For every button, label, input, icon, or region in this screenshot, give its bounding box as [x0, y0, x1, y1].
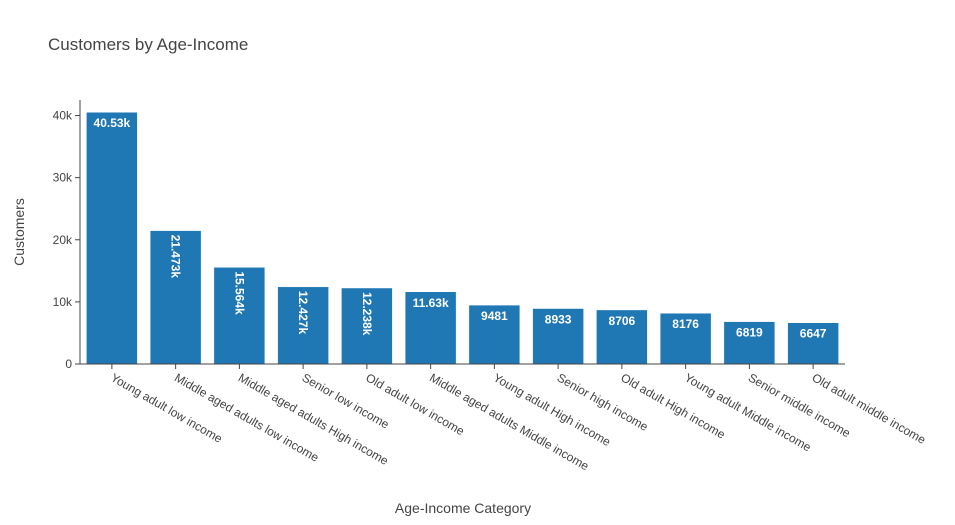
x-tick-label: Old adult High income: [618, 370, 728, 441]
x-tick-label: Young adult low income: [108, 370, 225, 445]
x-tick-label: Senior middle income: [746, 370, 853, 440]
bar[interactable]: [404, 291, 457, 365]
bar[interactable]: [277, 286, 329, 365]
bar[interactable]: [532, 308, 584, 365]
x-tick-label: Old adult middle income: [810, 370, 929, 447]
bar-value-label: 8176: [672, 317, 699, 331]
bar-value-label: 6647: [800, 327, 827, 341]
y-axis: 0 10k 20k 30k 40k: [53, 100, 81, 371]
y-tick-label: 10k: [53, 295, 73, 309]
y-tick-label: 20k: [53, 233, 73, 247]
chart-title: Customers by Age-Income: [48, 35, 248, 54]
bar-value-label: 6819: [736, 326, 763, 340]
bars: 40.53k 21.473k 15.564k 12.427k 12.238k 11.63k…: [86, 111, 839, 365]
bar[interactable]: [723, 321, 776, 365]
bar-value-label: 8706: [609, 314, 636, 328]
x-axis-title: Age-Income Category: [395, 500, 531, 516]
bar[interactable]: [213, 267, 266, 365]
bar-value-label: 21.473k: [169, 235, 183, 279]
bar-value-label: 12.427k: [296, 291, 310, 335]
y-tick-label: 0: [65, 357, 72, 371]
bar[interactable]: [596, 309, 648, 365]
bar[interactable]: [86, 111, 138, 365]
bar-value-label: 11.63k: [413, 296, 449, 310]
y-axis-title: Customers: [11, 198, 27, 266]
x-tick-label: Young adult High income: [491, 370, 613, 449]
bar-value-label: 15.564k: [232, 271, 246, 315]
bar[interactable]: [468, 304, 521, 365]
y-tick-label: 40k: [53, 109, 73, 123]
bar-value-label: 8933: [545, 313, 572, 327]
bar[interactable]: [787, 322, 839, 365]
bar[interactable]: [341, 287, 393, 365]
bar-value-label: 9481: [481, 309, 508, 323]
y-tick-label: 30k: [53, 171, 73, 185]
bar-value-label: 40.53k: [94, 116, 131, 130]
bar-value-label: 12.238k: [360, 292, 374, 336]
